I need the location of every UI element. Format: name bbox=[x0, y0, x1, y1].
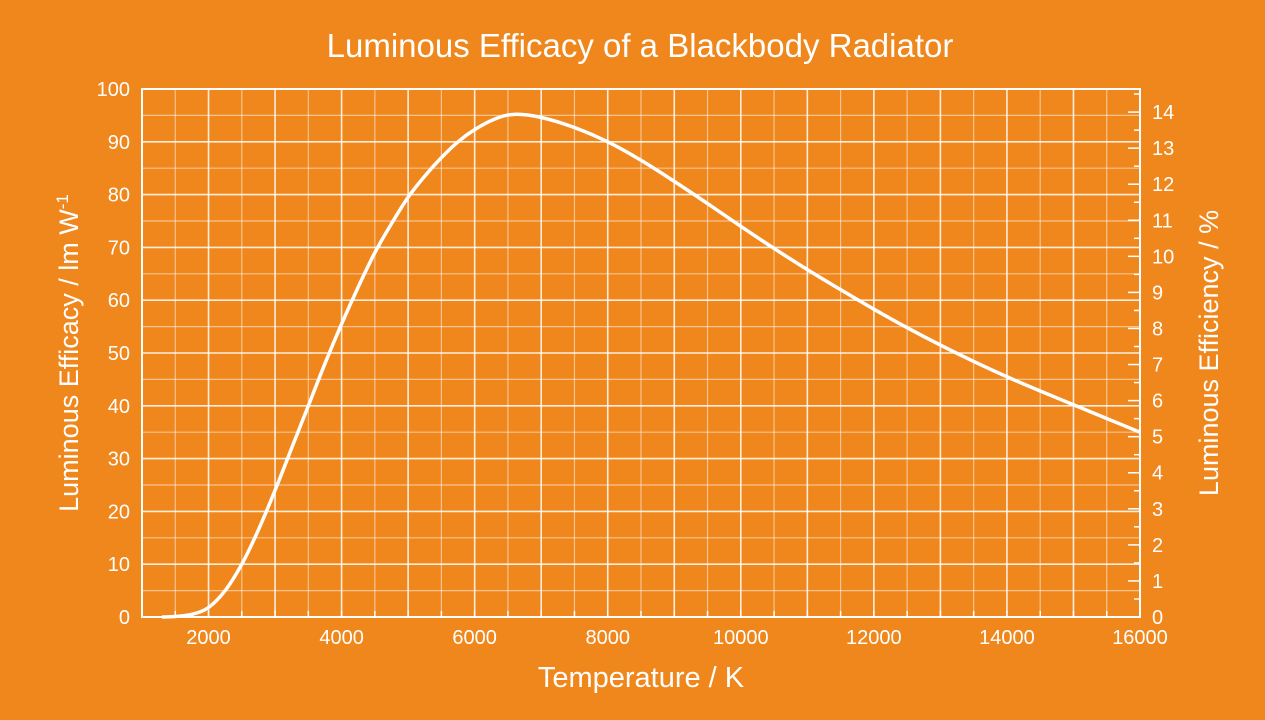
y-tick-label: 40 bbox=[108, 396, 130, 418]
ticks bbox=[174, 93, 1141, 618]
y-tick-label: 90 bbox=[108, 132, 130, 154]
y2-tick-label: 12 bbox=[1152, 174, 1174, 196]
y-tick-label: 50 bbox=[108, 343, 130, 365]
y-tick-label: 20 bbox=[108, 501, 130, 523]
y2-tick-label: 2 bbox=[1152, 535, 1163, 557]
x-tick-label: 6000 bbox=[452, 627, 497, 649]
y2-tick-label: 1 bbox=[1152, 571, 1163, 593]
y-tick-label: 70 bbox=[108, 237, 130, 259]
chart-title: Luminous Efficacy of a Blackbody Radiato… bbox=[327, 27, 954, 64]
y-tick-label: 100 bbox=[97, 79, 130, 101]
x-tick-label: 2000 bbox=[186, 627, 231, 649]
y-tick-label: 0 bbox=[119, 607, 130, 629]
y2-tick-label: 8 bbox=[1152, 318, 1163, 340]
y2-tick-label: 10 bbox=[1152, 246, 1174, 268]
y2-tick-label: 11 bbox=[1152, 210, 1173, 232]
efficacy-curve bbox=[161, 112, 1141, 619]
y2-tick-label: 9 bbox=[1152, 282, 1163, 304]
y2-tick-label: 5 bbox=[1152, 427, 1163, 449]
y2-tick-label: 6 bbox=[1152, 391, 1163, 413]
x-tick-label: 14000 bbox=[979, 627, 1035, 649]
y-tick-label: 10 bbox=[108, 554, 130, 576]
y-tick-label: 30 bbox=[108, 449, 130, 471]
grid bbox=[141, 88, 1141, 618]
y2-tick-label: 7 bbox=[1152, 355, 1163, 377]
y2-tick-label: 13 bbox=[1152, 138, 1174, 160]
x-axis-title: Temperature / K bbox=[538, 662, 745, 694]
y-axis-title-superscript: -1 bbox=[53, 194, 72, 209]
y-axis-title-main: Luminous Efficacy / lm W bbox=[54, 209, 84, 512]
x-tick-label: 12000 bbox=[846, 627, 902, 649]
x-tick-label: 4000 bbox=[319, 627, 364, 649]
y-axis-title: Luminous Efficacy / lm W-1 bbox=[53, 194, 84, 512]
y2-tick-label: 14 bbox=[1152, 102, 1174, 124]
y2-tick-label: 0 bbox=[1152, 607, 1163, 629]
x-tick-label: 10000 bbox=[713, 627, 769, 649]
tick-labels: 2000 4000 6000 8000 10000 12000 14000 160000102… bbox=[97, 79, 1175, 649]
y-tick-label: 80 bbox=[108, 185, 130, 207]
y2-axis-title: Luminous Efficiency / % bbox=[1194, 210, 1224, 496]
x-tick-label: 8000 bbox=[585, 627, 630, 649]
y-tick-label: 60 bbox=[108, 290, 130, 312]
x-tick-label: 16000 bbox=[1112, 627, 1168, 649]
y2-tick-label: 3 bbox=[1152, 499, 1163, 521]
y2-tick-label: 4 bbox=[1152, 463, 1163, 485]
